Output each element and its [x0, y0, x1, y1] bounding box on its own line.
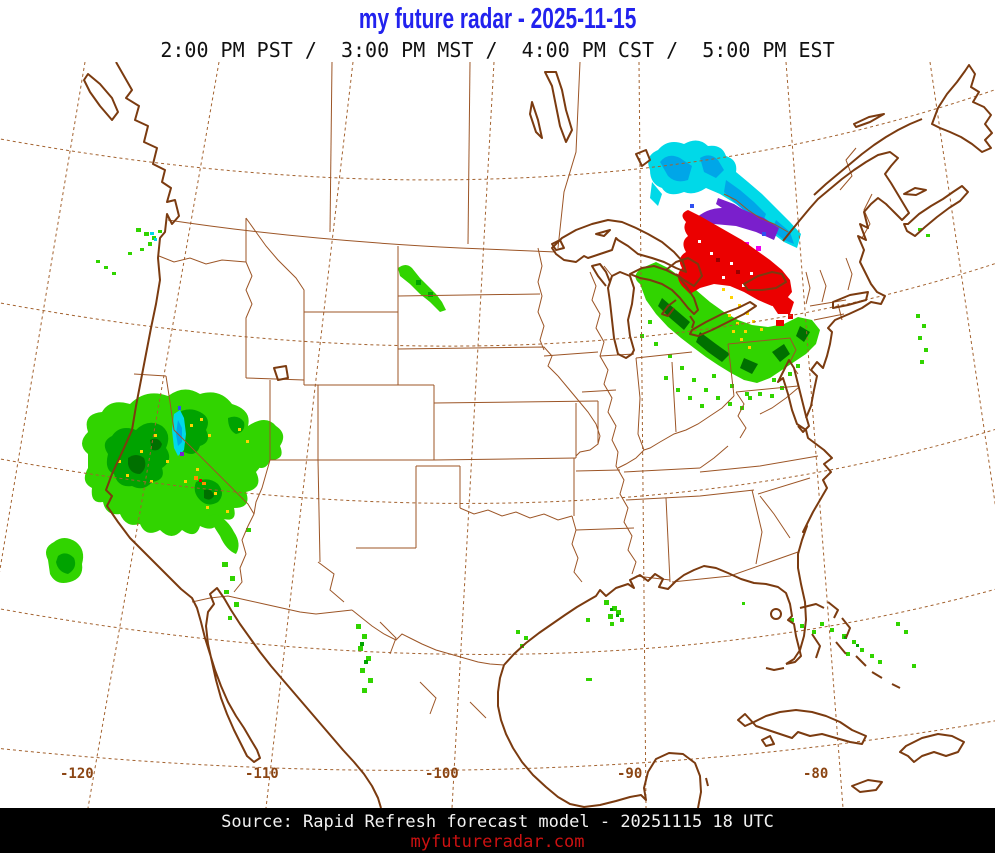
anticosti-island	[853, 113, 885, 128]
source-text: Source: Rapid Refresh forecast model - 2…	[221, 812, 774, 832]
green-bay	[591, 263, 611, 287]
page-title: my future radar - 2025-11-15	[358, 3, 637, 35]
mexico-gulf-coast-yucatan	[497, 664, 702, 809]
rain-dark-layer	[128, 438, 214, 500]
rain-orange-specks	[194, 476, 206, 485]
long-island	[832, 291, 869, 309]
lon-label-90: -90	[617, 766, 642, 782]
grand-bahama	[799, 603, 825, 609]
rain-yellow-specks	[118, 418, 249, 513]
long-island-bahamas	[855, 655, 867, 667]
radar-west-coast-storm	[46, 228, 446, 620]
great-salt-lake	[273, 365, 289, 381]
header: my future radar - 2025-11-15 2:00 PM PST…	[0, 0, 995, 62]
lon-label-120: -120	[60, 766, 94, 782]
timezone-times: 2:00 PM PST / 3:00 PM MST / 4:00 PM CST …	[160, 38, 835, 62]
eleuthera	[841, 617, 851, 639]
cuba	[737, 709, 867, 745]
rain-red-layer	[678, 210, 794, 326]
rain-red-speck	[199, 479, 202, 482]
lake-michigan	[607, 271, 635, 359]
state-borders	[133, 61, 873, 719]
cozumel	[705, 777, 709, 787]
vancouver-island	[83, 73, 119, 121]
prince-edward-island	[903, 187, 927, 196]
newfoundland	[931, 64, 993, 153]
lon-label-80: -80	[803, 766, 828, 782]
st-lawrence-north-shore	[813, 118, 923, 196]
snow-sierra-core	[176, 420, 182, 446]
andros	[811, 633, 821, 659]
latlon-gridlines	[0, 61, 995, 809]
lake-okeechobee	[770, 608, 782, 620]
rain-dark-layer-east	[658, 298, 810, 374]
lon-label-100: -100	[425, 766, 459, 782]
lake-st-clair	[689, 315, 695, 329]
exuma	[835, 641, 847, 655]
nova-scotia	[903, 185, 969, 237]
hispaniola	[899, 733, 965, 763]
mix-purple-speck	[180, 452, 184, 456]
lake-nipigon	[635, 149, 651, 167]
jamaica	[851, 779, 883, 793]
lake-manitoba	[529, 101, 543, 139]
atlantic-coast-north	[782, 151, 910, 419]
mix-blue-speck	[178, 406, 181, 410]
crooked-island	[871, 671, 883, 679]
website-text: myfutureradar.com	[410, 832, 585, 852]
pacific-coast	[105, 61, 382, 809]
scattered-light-green	[356, 600, 916, 693]
isle-of-youth	[761, 735, 775, 747]
us-radar-map-canvas: -120 -110 -100 -90 -80	[0, 61, 995, 809]
rain-yellow-specks-east	[722, 288, 763, 349]
gulf-coast-florida-west	[503, 565, 802, 666]
radar-map: -120 -110 -100 -90 -80	[0, 61, 995, 809]
lake-of-the-woods	[551, 239, 565, 251]
lon-label-110: -110	[245, 766, 279, 782]
atlantic-coast-south	[777, 359, 833, 665]
lake-superior	[551, 219, 687, 273]
rain-darkred-specks	[716, 258, 740, 274]
florida-keys	[765, 667, 785, 671]
red-core-holes	[698, 240, 753, 287]
georgian-bay	[665, 257, 703, 287]
longitude-labels: -120 -110 -100 -90 -80	[60, 766, 828, 782]
lake-ontario	[743, 271, 787, 291]
turks-islands	[891, 683, 901, 689]
lake-erie	[689, 301, 757, 337]
saginaw-bay	[661, 299, 677, 317]
lake-huron	[629, 265, 699, 315]
coastlines	[83, 61, 993, 809]
footer-bar: Source: Rapid Refresh forecast model - 2…	[0, 808, 995, 853]
lake-winnipeg	[544, 71, 573, 143]
rain-light-layer	[46, 228, 446, 620]
abaco	[827, 601, 839, 619]
radar-scattered-south	[356, 600, 916, 693]
isle-royale	[595, 229, 611, 237]
